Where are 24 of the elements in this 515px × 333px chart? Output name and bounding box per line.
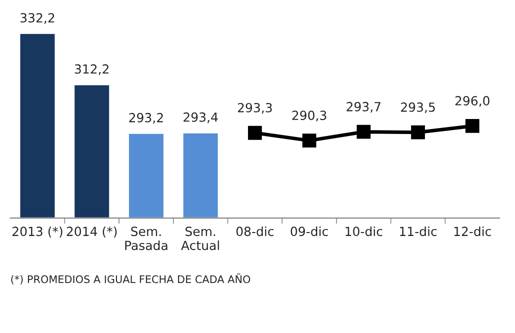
x-tick-label: Sem. Actual — [181, 226, 219, 250]
x-tick-label: 11-dic — [400, 226, 437, 236]
data-label: 290,3 — [292, 110, 326, 122]
x-tick-label: 08-dic — [236, 226, 274, 236]
x-tick-label: 10-dic — [346, 226, 382, 236]
point — [302, 134, 316, 148]
data-label: 312,2 — [74, 64, 108, 76]
point — [465, 119, 480, 133]
data-label: 293,2 — [129, 112, 163, 124]
data-label: 293,7 — [346, 102, 380, 113]
x-tick-label: 2013 (*) — [12, 226, 62, 238]
data-label: 332,2 — [20, 13, 54, 24]
x-tick-label: 2014 (*) — [66, 226, 117, 238]
x-tick-label: 09-dic — [290, 226, 328, 236]
x-tick-label: 12-dic — [454, 226, 491, 236]
data-label: 293,5 — [401, 102, 435, 114]
point — [248, 126, 262, 140]
data-label: 293,3 — [238, 102, 272, 114]
point — [411, 125, 425, 140]
data-label: 296,0 — [455, 96, 490, 107]
text: (*) PROMEDIOS A IGUAL FECHA DE CADA AÑO — [11, 273, 250, 284]
x-tick-label: Sem. Pasada — [125, 226, 168, 250]
point — [356, 124, 371, 139]
data-label: 293,4 — [184, 112, 218, 124]
